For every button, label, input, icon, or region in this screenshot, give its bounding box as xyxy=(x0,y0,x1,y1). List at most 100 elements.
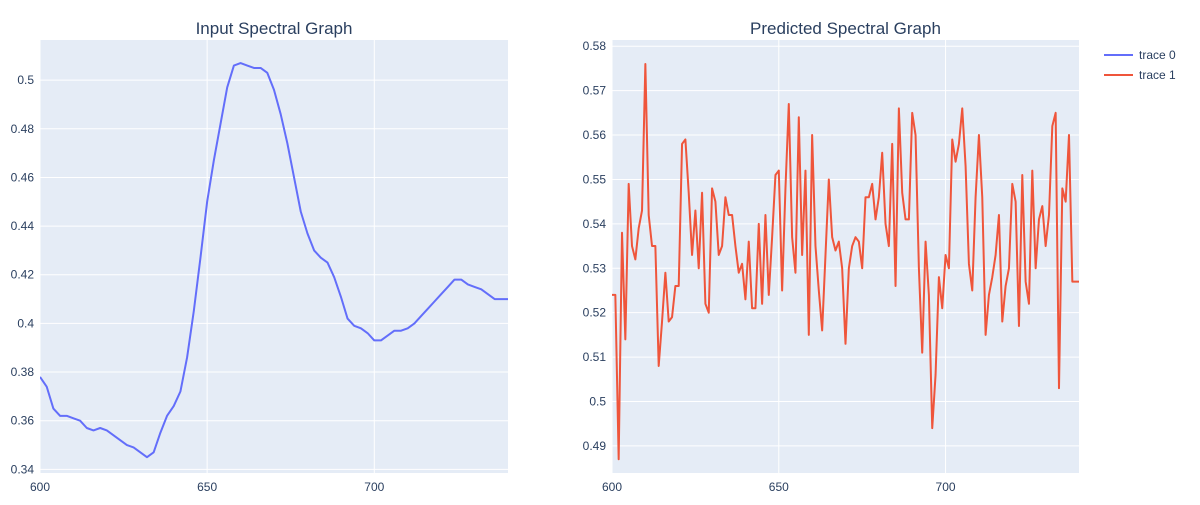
predicted-y-tick-label: 0.52 xyxy=(583,306,607,320)
predicted-data-point xyxy=(691,254,693,256)
input-y-tick-label: 0.4 xyxy=(17,316,34,330)
predicted-data-point xyxy=(978,134,980,136)
input-data-point xyxy=(113,434,115,436)
predicted-data-point xyxy=(705,303,707,305)
input-y-tick-label: 0.46 xyxy=(11,170,35,184)
predicted-data-point xyxy=(611,294,613,296)
predicted-data-point xyxy=(1008,267,1010,269)
predicted-data-point xyxy=(651,245,653,247)
input-data-point xyxy=(320,257,322,259)
predicted-data-point xyxy=(858,241,860,243)
predicted-data-point xyxy=(668,321,670,323)
input-chart-title: Input Spectral Graph xyxy=(196,19,353,38)
input-data-point xyxy=(407,327,409,329)
input-data-point xyxy=(340,296,342,298)
predicted-data-point xyxy=(671,316,673,318)
input-data-point xyxy=(126,444,128,446)
predicted-data-point xyxy=(781,290,783,292)
input-y-tick-label: 0.44 xyxy=(11,219,35,233)
predicted-data-point xyxy=(848,267,850,269)
input-y-tick-label: 0.38 xyxy=(11,365,35,379)
input-data-point xyxy=(333,276,335,278)
predicted-data-point xyxy=(821,330,823,332)
input-data-point xyxy=(193,310,195,312)
predicted-y-tick-label: 0.53 xyxy=(583,261,607,275)
input-data-point xyxy=(454,279,456,281)
predicted-data-point xyxy=(991,276,993,278)
input-data-point xyxy=(434,301,436,303)
predicted-data-point xyxy=(1032,170,1034,172)
predicted-data-point xyxy=(648,214,650,216)
predicted-data-point xyxy=(961,108,963,110)
predicted-data-point xyxy=(685,139,687,141)
input-data-point xyxy=(66,415,68,417)
predicted-data-point xyxy=(1025,281,1027,283)
predicted-y-tick-label: 0.56 xyxy=(583,128,607,142)
predicted-data-point xyxy=(751,307,753,309)
predicted-data-point xyxy=(901,192,903,194)
predicted-data-point xyxy=(718,254,720,256)
predicted-data-point xyxy=(615,294,617,296)
input-data-point xyxy=(487,293,489,295)
predicted-data-point xyxy=(755,307,757,309)
predicted-data-point xyxy=(921,352,923,354)
predicted-data-point xyxy=(1045,245,1047,247)
predicted-data-point xyxy=(838,241,840,243)
input-data-point xyxy=(153,452,155,454)
predicted-data-point xyxy=(785,188,787,190)
input-data-point xyxy=(53,408,55,410)
predicted-chart-title: Predicted Spectral Graph xyxy=(750,19,941,38)
predicted-y-tick-label: 0.51 xyxy=(583,350,607,364)
predicted-data-point xyxy=(678,285,680,287)
input-data-point xyxy=(59,415,61,417)
predicted-data-point xyxy=(948,267,950,269)
predicted-data-point xyxy=(765,214,767,216)
predicted-data-point xyxy=(1021,174,1023,176)
predicted-data-point xyxy=(711,188,713,190)
input-data-point xyxy=(373,340,375,342)
predicted-data-point xyxy=(1028,303,1030,305)
predicted-data-point xyxy=(1058,387,1060,389)
input-data-point xyxy=(106,430,108,432)
input-data-point xyxy=(447,286,449,288)
input-data-point xyxy=(220,123,222,125)
input-data-point xyxy=(387,335,389,337)
legend-label: trace 0 xyxy=(1139,48,1176,62)
predicted-data-point xyxy=(795,272,797,274)
input-data-point xyxy=(353,325,355,327)
predicted-data-point xyxy=(695,210,697,212)
predicted-data-point xyxy=(698,267,700,269)
predicted-data-point xyxy=(1011,183,1013,185)
input-data-point xyxy=(226,87,228,89)
legend-item[interactable]: trace 0 xyxy=(1104,48,1176,62)
input-plot-area xyxy=(40,40,508,473)
predicted-data-point xyxy=(935,374,937,376)
input-data-point xyxy=(460,279,462,281)
input-data-point xyxy=(186,357,188,359)
input-data-point xyxy=(467,284,469,286)
predicted-data-point xyxy=(1018,325,1020,327)
input-data-point xyxy=(507,298,509,300)
input-data-point xyxy=(380,340,382,342)
predicted-data-point xyxy=(625,339,627,341)
predicted-data-point xyxy=(768,294,770,296)
input-data-point xyxy=(173,405,175,407)
input-data-point xyxy=(267,72,269,74)
input-series-line xyxy=(40,62,508,459)
predicted-data-point xyxy=(631,245,633,247)
predicted-y-tick-label: 0.57 xyxy=(583,84,607,98)
predicted-data-point xyxy=(915,134,917,136)
predicted-data-point xyxy=(891,143,893,145)
predicted-data-point xyxy=(868,196,870,198)
predicted-data-point xyxy=(1035,267,1037,269)
predicted-data-point xyxy=(841,267,843,269)
legend-label: trace 1 xyxy=(1139,68,1176,82)
legend-item[interactable]: trace 1 xyxy=(1104,68,1176,82)
predicted-data-point xyxy=(1075,281,1077,283)
predicted-data-point xyxy=(861,267,863,269)
input-data-point xyxy=(160,432,162,434)
predicted-data-point xyxy=(988,294,990,296)
predicted-y-tick-label: 0.5 xyxy=(589,394,606,408)
predicted-data-point xyxy=(958,143,960,145)
